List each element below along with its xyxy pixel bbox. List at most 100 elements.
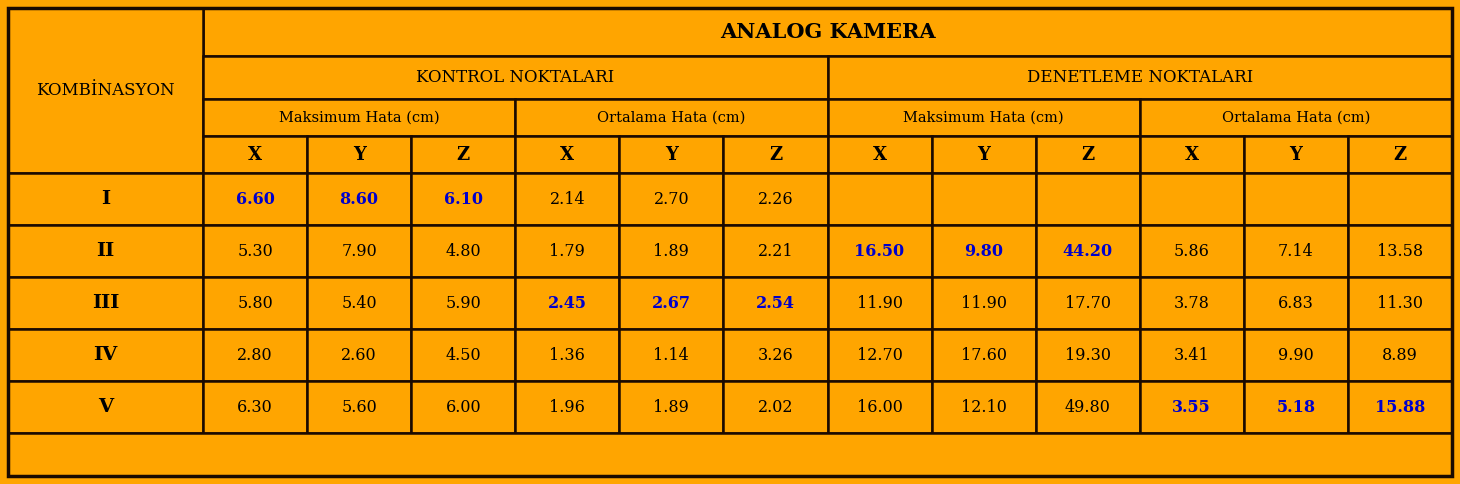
Text: 6.83: 6.83 xyxy=(1278,294,1314,312)
Bar xyxy=(828,329,931,381)
Bar xyxy=(828,277,931,329)
Text: 3.26: 3.26 xyxy=(758,347,793,363)
Text: 5.86: 5.86 xyxy=(1174,242,1210,259)
Bar xyxy=(828,99,1140,136)
Bar xyxy=(1348,329,1453,381)
Text: 19.30: 19.30 xyxy=(1064,347,1111,363)
Text: 17.60: 17.60 xyxy=(961,347,1006,363)
Text: 5.30: 5.30 xyxy=(237,242,273,259)
Text: 49.80: 49.80 xyxy=(1064,398,1111,415)
Bar xyxy=(1140,99,1453,136)
Bar xyxy=(1244,381,1348,433)
Text: 1.79: 1.79 xyxy=(549,242,585,259)
Text: 9.90: 9.90 xyxy=(1278,347,1314,363)
Text: 4.80: 4.80 xyxy=(445,242,480,259)
Text: 2.67: 2.67 xyxy=(651,294,691,312)
Text: 7.14: 7.14 xyxy=(1278,242,1314,259)
Text: Z: Z xyxy=(769,146,783,164)
Bar xyxy=(203,8,1453,56)
Bar xyxy=(619,136,723,173)
Bar xyxy=(1035,173,1140,225)
Bar xyxy=(412,173,515,225)
Text: 7.90: 7.90 xyxy=(342,242,377,259)
Text: 12.10: 12.10 xyxy=(961,398,1006,415)
Bar xyxy=(1348,173,1453,225)
Text: I: I xyxy=(101,190,110,208)
Text: 9.80: 9.80 xyxy=(964,242,1003,259)
Bar xyxy=(412,136,515,173)
Bar xyxy=(1140,225,1244,277)
Bar xyxy=(7,381,203,433)
Bar xyxy=(203,329,307,381)
Bar xyxy=(1035,225,1140,277)
Bar xyxy=(1244,329,1348,381)
Text: 5.60: 5.60 xyxy=(342,398,377,415)
Bar xyxy=(307,136,412,173)
Bar xyxy=(203,277,307,329)
Text: 11.30: 11.30 xyxy=(1377,294,1424,312)
Text: Maksimum Hata (cm): Maksimum Hata (cm) xyxy=(279,110,439,124)
Text: 3.78: 3.78 xyxy=(1174,294,1210,312)
Bar xyxy=(7,433,1453,476)
Bar xyxy=(515,381,619,433)
Text: 11.90: 11.90 xyxy=(961,294,1006,312)
Bar xyxy=(1140,136,1244,173)
Bar xyxy=(1244,277,1348,329)
Bar xyxy=(1035,381,1140,433)
Text: KONTROL NOKTALARI: KONTROL NOKTALARI xyxy=(416,69,615,86)
Bar xyxy=(723,136,828,173)
Bar xyxy=(723,277,828,329)
Text: 1.36: 1.36 xyxy=(549,347,585,363)
Text: 2.54: 2.54 xyxy=(756,294,794,312)
Text: 6.60: 6.60 xyxy=(235,191,274,208)
Bar xyxy=(723,381,828,433)
Text: 16.50: 16.50 xyxy=(854,242,905,259)
Text: 13.58: 13.58 xyxy=(1377,242,1424,259)
Bar xyxy=(1140,173,1244,225)
Text: 2.02: 2.02 xyxy=(758,398,793,415)
Text: 1.89: 1.89 xyxy=(654,242,689,259)
Text: 1.96: 1.96 xyxy=(549,398,585,415)
Text: 2.70: 2.70 xyxy=(654,191,689,208)
Text: Z: Z xyxy=(1082,146,1095,164)
Bar xyxy=(828,173,931,225)
Bar xyxy=(307,173,412,225)
Text: 11.90: 11.90 xyxy=(857,294,902,312)
Bar xyxy=(7,8,203,173)
Bar xyxy=(723,225,828,277)
Text: ANALOG KAMERA: ANALOG KAMERA xyxy=(720,22,936,42)
Text: 16.00: 16.00 xyxy=(857,398,902,415)
Bar xyxy=(1244,225,1348,277)
Bar xyxy=(1244,173,1348,225)
Text: 5.40: 5.40 xyxy=(342,294,377,312)
Bar xyxy=(307,381,412,433)
Bar xyxy=(1348,225,1453,277)
Bar xyxy=(307,329,412,381)
Bar xyxy=(515,173,619,225)
Text: Maksimum Hata (cm): Maksimum Hata (cm) xyxy=(904,110,1064,124)
Bar xyxy=(307,277,412,329)
Bar xyxy=(931,136,1035,173)
Bar xyxy=(1348,277,1453,329)
Bar xyxy=(307,225,412,277)
Text: 6.30: 6.30 xyxy=(237,398,273,415)
Text: Ortalama Hata (cm): Ortalama Hata (cm) xyxy=(1222,110,1369,124)
Bar xyxy=(203,99,515,136)
Bar xyxy=(515,329,619,381)
Bar xyxy=(931,381,1035,433)
Text: 2.26: 2.26 xyxy=(758,191,793,208)
Bar xyxy=(619,173,723,225)
Text: 2.80: 2.80 xyxy=(237,347,273,363)
Text: X: X xyxy=(561,146,574,164)
Bar xyxy=(7,329,203,381)
Text: II: II xyxy=(96,242,115,260)
Bar xyxy=(619,225,723,277)
Bar xyxy=(515,99,828,136)
Bar xyxy=(723,329,828,381)
Bar xyxy=(412,381,515,433)
Bar xyxy=(203,136,307,173)
Bar xyxy=(931,173,1035,225)
Text: 5.90: 5.90 xyxy=(445,294,482,312)
Text: 5.18: 5.18 xyxy=(1276,398,1315,415)
Bar xyxy=(515,225,619,277)
